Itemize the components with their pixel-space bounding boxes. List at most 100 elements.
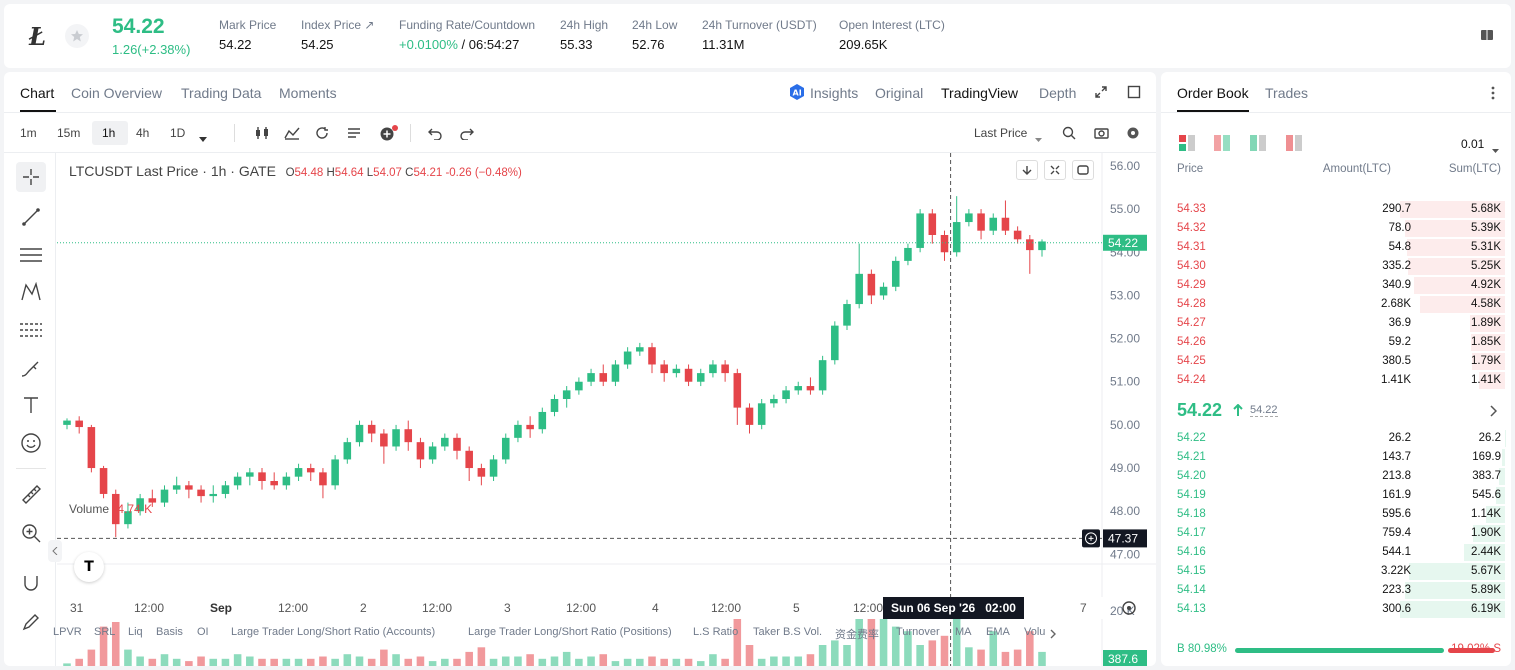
ask-row[interactable]: 54.29 340.9 4.92K: [1161, 276, 1511, 295]
ask-row[interactable]: 54.27 36.9 1.89K: [1161, 314, 1511, 333]
view-buy-icon[interactable]: [1250, 135, 1266, 156]
bid-row[interactable]: 54.16 544.1 2.44K: [1161, 543, 1511, 562]
interval-15m[interactable]: 15m: [57, 126, 81, 140]
camera-icon[interactable]: [1094, 126, 1109, 145]
interval-4h[interactable]: 4h: [136, 126, 150, 140]
collapse-chart-button[interactable]: [1044, 160, 1066, 180]
indicator-toggle[interactable]: Large Trader Long/Short Ratio (Positions…: [468, 626, 672, 638]
view-bids-icon[interactable]: [1214, 135, 1230, 156]
stat-index-price[interactable]: Index Price ↗ 54.25: [301, 18, 375, 52]
price-chart[interactable]: 56.0055.0054.0053.0052.0051.0050.0049.00…: [57, 153, 1156, 666]
favorite-star-icon[interactable]: [65, 24, 89, 48]
price-type-dropdown-icon[interactable]: [1035, 130, 1042, 148]
bid-row[interactable]: 54.20 213.8 383.7: [1161, 467, 1511, 486]
templates-icon[interactable]: [347, 126, 362, 145]
ask-price: 54.30: [1177, 260, 1206, 272]
book-icon[interactable]: [1480, 28, 1494, 47]
price-type-select[interactable]: Last Price: [974, 126, 1028, 140]
compare-icon[interactable]: [315, 126, 329, 145]
search-icon[interactable]: [1062, 126, 1076, 145]
bid-row[interactable]: 54.21 143.7 169.9: [1161, 448, 1511, 467]
ask-row[interactable]: 54.24 1.41K 1.41K: [1161, 371, 1511, 390]
ask-row[interactable]: 54.33 290.7 5.68K: [1161, 200, 1511, 219]
indicator-scroll-right-icon[interactable]: [1049, 626, 1057, 644]
view-both-icon[interactable]: [1179, 135, 1195, 156]
pencil-lock-tool-icon[interactable]: [16, 607, 46, 637]
tab-insights[interactable]: Insights: [810, 85, 859, 101]
ask-amount: 36.9: [1388, 317, 1411, 329]
indicator-toggle[interactable]: MA: [955, 626, 972, 638]
interval-1d[interactable]: 1D: [170, 126, 186, 140]
swap-chart-button[interactable]: [1072, 160, 1094, 180]
text-tool-icon[interactable]: [16, 390, 46, 420]
bid-row[interactable]: 54.15 3.22K 5.67K: [1161, 562, 1511, 581]
magnet-tool-icon[interactable]: [16, 568, 46, 598]
tab-trades[interactable]: Trades: [1265, 85, 1309, 101]
indicator-toggle[interactable]: 资金费率: [835, 629, 879, 641]
bid-row[interactable]: 54.22 26.2 26.2: [1161, 429, 1511, 448]
collapse-toolbar-icon[interactable]: [48, 540, 62, 562]
price-change: 1.26(+2.38%): [112, 42, 191, 57]
interval-1h[interactable]: 1h: [102, 126, 116, 140]
bid-row[interactable]: 54.19 161.9 545.6: [1161, 486, 1511, 505]
tab-trading-data[interactable]: Trading Data: [181, 85, 262, 101]
tab-depth[interactable]: Depth: [1039, 85, 1077, 101]
expand-icon[interactable]: [1094, 85, 1108, 104]
emoji-tool-icon[interactable]: [16, 428, 46, 458]
ask-row[interactable]: 54.28 2.68K 4.58K: [1161, 295, 1511, 314]
indicator-toggle[interactable]: EMA: [986, 626, 1010, 638]
undo-icon[interactable]: [428, 126, 443, 145]
tab-order-book[interactable]: Order Book: [1177, 85, 1249, 101]
indicator-toggle[interactable]: Large Trader Long/Short Ratio (Accounts): [231, 626, 436, 638]
interval-dropdown-icon[interactable]: [199, 130, 207, 148]
add-indicator-icon[interactable]: [379, 124, 399, 147]
interval-1m[interactable]: 1m: [20, 126, 37, 140]
ask-row[interactable]: 54.31 54.8 5.31K: [1161, 238, 1511, 257]
brush-tool-icon[interactable]: [16, 353, 46, 383]
bid-row[interactable]: 54.14 223.3 5.89K: [1161, 581, 1511, 600]
more-menu-icon[interactable]: [1491, 86, 1495, 105]
tab-tradingview[interactable]: TradingView: [941, 85, 1019, 101]
volume-tag: 387.6: [1108, 652, 1138, 666]
indicator-toggle[interactable]: Basis: [156, 626, 183, 638]
precision-dropdown-icon[interactable]: [1492, 141, 1499, 159]
ask-row[interactable]: 54.26 59.2 1.85K: [1161, 333, 1511, 352]
redo-icon[interactable]: [459, 126, 474, 145]
volume-bar: [623, 658, 632, 666]
indicator-toggle[interactable]: SRL: [94, 626, 116, 638]
ruler-tool-icon[interactable]: [16, 479, 46, 509]
indicator-toggle[interactable]: Volu: [1024, 626, 1046, 638]
fib-tool-icon[interactable]: [16, 315, 46, 345]
tab-original[interactable]: Original: [875, 85, 924, 101]
pattern-tool-icon[interactable]: [16, 277, 46, 307]
indicator-toggle[interactable]: LPVR: [53, 626, 82, 638]
indicator-toggle[interactable]: Turnover: [896, 626, 940, 638]
indicator-toggle[interactable]: L.S Ratio: [693, 626, 739, 638]
candle-type-icon[interactable]: [254, 126, 270, 145]
tab-chart[interactable]: Chart: [20, 85, 55, 101]
tab-coin-overview[interactable]: Coin Overview: [71, 85, 163, 101]
mid-mark-price[interactable]: 54.22: [1250, 404, 1278, 417]
window-icon[interactable]: [1127, 85, 1141, 104]
horizontal-lines-tool-icon[interactable]: [16, 240, 46, 270]
indicators-icon[interactable]: [284, 126, 300, 145]
indicator-toggle[interactable]: Taker B.S Vol.: [753, 626, 823, 638]
scroll-down-button[interactable]: [1016, 160, 1038, 180]
precision-select[interactable]: 0.01: [1461, 137, 1485, 151]
trend-line-tool-icon[interactable]: [16, 202, 46, 232]
time-axis-settings-icon[interactable]: [1121, 600, 1137, 621]
mid-chevron-right-icon[interactable]: [1489, 404, 1498, 422]
ask-row[interactable]: 54.25 380.5 1.79K: [1161, 352, 1511, 371]
indicator-toggle[interactable]: Liq: [128, 626, 143, 638]
bid-row[interactable]: 54.18 595.6 1.14K: [1161, 505, 1511, 524]
indicator-toggle[interactable]: OI: [197, 626, 209, 638]
ask-row[interactable]: 54.30 335.2 5.25K: [1161, 257, 1511, 276]
tab-moments[interactable]: Moments: [279, 85, 337, 101]
view-sell-icon[interactable]: [1286, 135, 1302, 156]
ask-row[interactable]: 54.32 78.0 5.39K: [1161, 219, 1511, 238]
settings-gear-icon[interactable]: [1126, 126, 1140, 145]
crosshair-tool-icon[interactable]: [16, 162, 46, 192]
zoom-in-tool-icon[interactable]: [16, 518, 46, 548]
bid-row[interactable]: 54.13 300.6 6.19K: [1161, 600, 1511, 619]
bid-row[interactable]: 54.17 759.4 1.90K: [1161, 524, 1511, 543]
